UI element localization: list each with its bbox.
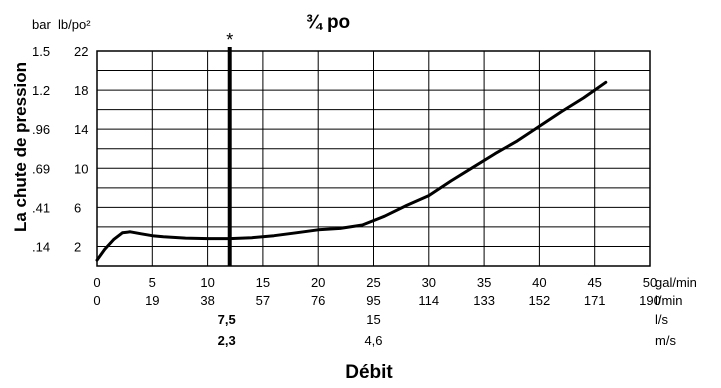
x-tick-label-gpm: 20 [311, 275, 325, 290]
x-tick-label-lpm: 95 [366, 293, 380, 308]
x-unit-label: l/min [655, 293, 682, 308]
x-tick-label-gpm: 50 [643, 275, 657, 290]
y-tick-label-bar: .96 [32, 122, 50, 137]
x-tick-label-gpm: 5 [149, 275, 156, 290]
x-tick-label-lpm: 152 [529, 293, 551, 308]
data-point [128, 230, 132, 233]
grid [96, 50, 651, 267]
data-point [427, 194, 430, 197]
y-tick-label-psi: 2 [74, 239, 81, 254]
y-tick-label-bar: .41 [32, 200, 50, 215]
y-tick-label-psi: 18 [74, 83, 88, 98]
x-tick-label-lpm: 38 [200, 293, 214, 308]
data-point [272, 234, 276, 237]
y-tick-label-psi: 6 [74, 200, 81, 215]
data-point [206, 237, 209, 240]
x-tick-label-lpm: 57 [256, 293, 270, 308]
chart-title: ¾ po [306, 12, 350, 33]
x-tick-labels: 0 0 5 19 10 38 15 57 20 76 25 95 30 114 35 133 40 152 45 17… [93, 275, 697, 348]
data-point [361, 223, 364, 227]
y-tick-label-bar: .14 [32, 239, 50, 254]
y-tick-label-bar: .69 [32, 161, 50, 176]
data-point [471, 166, 475, 169]
data-point [121, 231, 124, 234]
data-point [317, 228, 320, 232]
y-tick-label-psi: 22 [74, 44, 88, 59]
x-tick-label-gpm: 30 [422, 275, 436, 290]
x-tick-label-gpm: 45 [587, 275, 601, 290]
data-point [162, 235, 165, 238]
x-tick-label-gpm: 15 [256, 275, 270, 290]
data-point [112, 238, 115, 241]
x-tick-label-gpm: 0 [93, 275, 100, 290]
data-point [493, 152, 497, 155]
x-tick-label-gpm: 40 [532, 275, 546, 290]
x-axis-title: Débit [345, 362, 393, 383]
series-layer [95, 80, 608, 262]
y-tick-label-psi: 14 [74, 122, 88, 137]
data-point [140, 232, 143, 235]
data-point [582, 96, 585, 100]
data-point [95, 258, 99, 262]
data-point [449, 179, 453, 183]
data-point [151, 234, 154, 237]
data-point [538, 125, 541, 128]
plot-border [96, 50, 651, 267]
y-tick-label-psi: 10 [74, 161, 88, 176]
x-unit-label: l/s [655, 312, 669, 327]
y-tick-labels: 1.5 22 1.2 18 .96 14 .69 10 .41 6 .14 2 [32, 44, 88, 254]
data-point [516, 139, 519, 143]
series-line [95, 80, 608, 262]
x-tick-label-gpm: 35 [477, 275, 491, 290]
data-point [294, 231, 298, 234]
x-unit-label: m/s [655, 333, 676, 348]
x-unit-label: gal/min [655, 275, 697, 290]
marker-label-ms: 2,3 [218, 333, 236, 348]
data-point [184, 236, 187, 240]
x-tick-label-gpm: 10 [200, 275, 214, 290]
x-tick-label-gpm: 25 [366, 275, 380, 290]
y-axis-title: La chute de pression [11, 62, 30, 232]
data-point [339, 227, 342, 230]
data-point [250, 236, 254, 239]
data-point [593, 88, 596, 92]
data-point [604, 81, 607, 84]
x-tick-label-lpm: 133 [473, 293, 495, 308]
x-tick-label-lpm: 0 [93, 293, 100, 308]
x-tick-label-ms: 4,6 [364, 333, 382, 348]
data-point [560, 110, 563, 113]
marker-label-ls: 7,5 [218, 312, 236, 327]
x-tick-label-lpm: 19 [145, 293, 159, 308]
x-tick-label-lpm: 76 [311, 293, 325, 308]
x-tick-label-lpm: 171 [584, 293, 606, 308]
data-point [405, 204, 408, 207]
data-point [103, 248, 106, 251]
marker-asterisk: * [226, 30, 233, 50]
y-unit-bar: bar [32, 17, 51, 32]
data-point [228, 237, 231, 240]
x-tick-label-ls: 15 [366, 312, 380, 327]
x-tick-label-lpm: 190 [639, 293, 661, 308]
y-tick-label-bar: 1.2 [32, 83, 50, 98]
y-tick-label-bar: 1.5 [32, 44, 50, 59]
y-unit-psi: lb/po² [58, 17, 91, 32]
data-point [383, 214, 386, 218]
x-tick-label-lpm: 114 [418, 293, 439, 308]
reference-marker: * 7,5 2,3 [218, 30, 236, 348]
